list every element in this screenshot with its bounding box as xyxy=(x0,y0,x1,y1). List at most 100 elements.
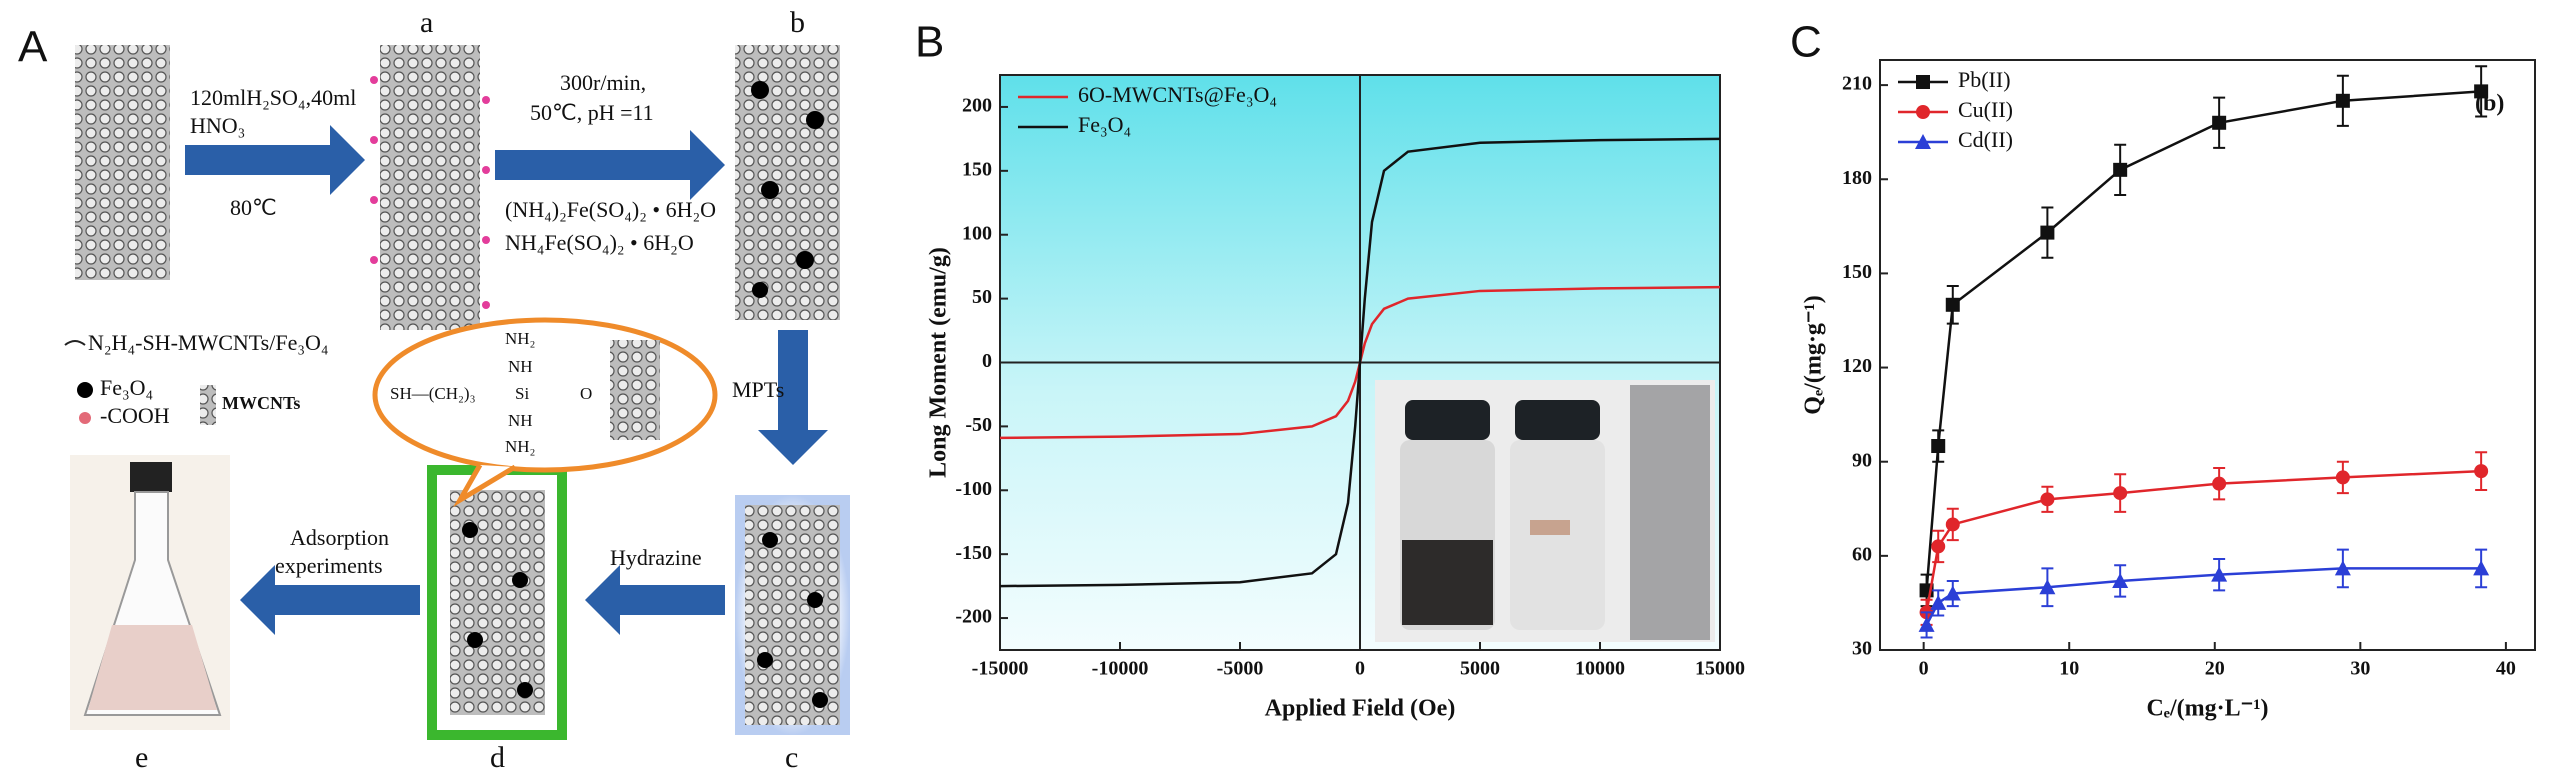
marker xyxy=(2113,162,2128,177)
y-tick-label: 210 xyxy=(1842,73,1872,95)
marker xyxy=(2113,486,2128,501)
x-axis-label: Applied Field (Oe) xyxy=(1265,696,1456,722)
particles xyxy=(462,522,533,698)
y-tick-label: 50 xyxy=(972,286,992,308)
arrow xyxy=(758,330,828,465)
marker xyxy=(1944,585,1961,601)
x-tick-label: -15000 xyxy=(972,658,1029,680)
flask xyxy=(70,455,230,730)
legend-label: 6O-MWCNTs@Fe₃O₄ xyxy=(1078,82,1277,107)
y-tick-label: 150 xyxy=(962,158,992,180)
y-tick-label: 100 xyxy=(962,222,992,244)
x-tick-label: 30 xyxy=(2350,658,2370,680)
y-tick-label: 60 xyxy=(1852,543,1872,565)
series-line xyxy=(1925,90,2482,591)
nanotube xyxy=(610,340,660,440)
legend-label: Pb(II) xyxy=(1958,67,2011,92)
x-axis-label: Cₑ/(mg·L⁻¹) xyxy=(2146,696,2268,722)
step-text: experiments xyxy=(275,553,383,578)
marker xyxy=(1931,439,1946,454)
marker xyxy=(2211,566,2228,582)
step-text: Hydrazine xyxy=(610,545,702,570)
particles xyxy=(757,532,828,708)
nanotube xyxy=(380,45,480,330)
x-tick-label: -5000 xyxy=(1217,658,1264,680)
arrow xyxy=(585,565,725,635)
marker xyxy=(2040,492,2055,507)
panel-label: A xyxy=(18,23,48,72)
bubble-text: NH xyxy=(508,411,533,430)
arrow xyxy=(185,125,365,195)
scheme: A 120mlH₂SO₄,40ml HNO₃ 80℃ a 300r/min, 5… xyxy=(18,6,850,774)
legend-text: Fe₃O₄ xyxy=(100,375,153,400)
step-text: Adsorption xyxy=(290,525,389,550)
marker xyxy=(2112,572,2129,588)
arrow xyxy=(240,565,420,635)
legend-label: Cu(II) xyxy=(1958,97,2013,122)
marker xyxy=(2335,93,2350,108)
tube-label: e xyxy=(135,741,148,774)
marker xyxy=(2039,579,2056,595)
bubble-text: O xyxy=(580,384,592,403)
tube-label: b xyxy=(790,6,805,39)
x-tick-label: 5000 xyxy=(1460,658,1500,680)
y-tick-label: 120 xyxy=(1842,355,1872,377)
marker xyxy=(2474,84,2489,99)
marker xyxy=(1931,539,1946,554)
y-axis-label: Qₑ/(mg·g⁻¹) xyxy=(1801,295,1827,414)
series-line xyxy=(1925,567,2482,626)
marker xyxy=(1945,517,1960,532)
marker xyxy=(1945,297,1960,312)
y-axis-label: Long Moment (emu/g) xyxy=(926,247,952,478)
bubble-text: NH₂ xyxy=(505,329,535,348)
marker xyxy=(2212,476,2227,491)
y-tick-label: -100 xyxy=(955,478,992,500)
bubble-text: Si xyxy=(515,384,529,403)
nanotube xyxy=(75,45,170,280)
legend-label: Cd(II) xyxy=(1958,127,2013,152)
legend-text: N₂H₄-SH-MWCNTs/Fe₃O₄ xyxy=(88,330,329,355)
step-text: MPTs xyxy=(732,377,784,402)
panel-label: B xyxy=(915,18,944,67)
marker xyxy=(2335,470,2350,485)
y-tick-label: -200 xyxy=(955,606,992,628)
x-tick-label: -10000 xyxy=(1092,658,1149,680)
step-text: HNO₃ xyxy=(190,113,245,138)
legend-marker xyxy=(200,385,216,425)
legend-text: -COOH xyxy=(100,403,170,428)
marker xyxy=(1916,75,1930,89)
step-text: (NH₄)₂Fe(SO₄)₂ • 6H₂O xyxy=(505,197,716,222)
marker xyxy=(2212,115,2227,130)
y-tick-label: -150 xyxy=(955,542,992,564)
series-line xyxy=(1925,469,2482,613)
nanotube xyxy=(735,45,840,320)
y-tick-label: 180 xyxy=(1842,167,1872,189)
cooh-groups xyxy=(370,76,490,309)
y-tick-label: 30 xyxy=(1852,638,1872,660)
step-text: 120mlH₂SO₄,40ml xyxy=(190,85,356,110)
series-line xyxy=(999,137,1721,588)
marker xyxy=(2040,225,2055,240)
marker xyxy=(1915,134,1931,149)
tube-label: d xyxy=(490,741,505,774)
x-tick-label: 15000 xyxy=(1695,658,1745,680)
panel-label: C xyxy=(1790,18,1822,67)
bubble-text: SH—(CH₂)₃ xyxy=(390,384,476,403)
marker xyxy=(2334,560,2351,576)
nanotube xyxy=(450,490,545,715)
nanotube xyxy=(745,505,840,725)
legend-marker xyxy=(77,382,93,398)
marker xyxy=(2474,464,2489,479)
step-text: 80℃ xyxy=(230,195,277,220)
x-tick-label: 10000 xyxy=(1575,658,1625,680)
y-tick-label: -50 xyxy=(965,414,992,436)
x-tick-label: 0 xyxy=(1919,658,1929,680)
x-tick-label: 10 xyxy=(2059,658,2079,680)
step-text: NH₄Fe(SO₄)₂ • 6H₂O xyxy=(505,230,694,255)
marker xyxy=(1916,105,1930,119)
marker xyxy=(2473,560,2490,576)
legend-text: MWCNTs xyxy=(222,393,300,413)
tube-label: a xyxy=(420,6,433,39)
